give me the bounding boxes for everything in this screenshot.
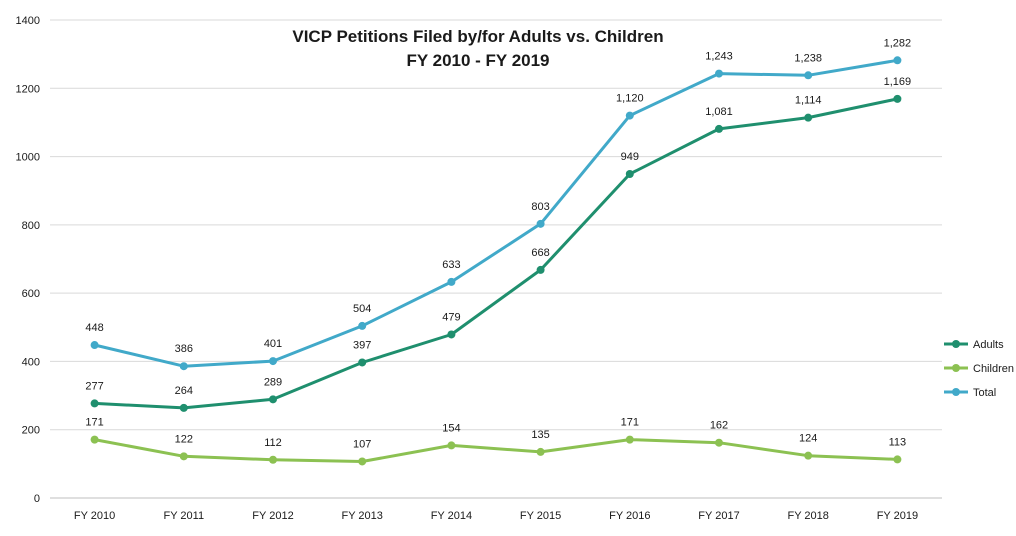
y-axis-ticks: 0 200 400 600 800 1000 1200 1400 [16, 15, 40, 505]
y-tick-label: 1400 [16, 15, 40, 27]
x-tick-label: FY 2018 [788, 510, 829, 522]
y-tick-label: 1000 [16, 152, 40, 164]
data-point-adults [536, 265, 545, 274]
data-point-children [536, 447, 545, 456]
data-point-adults [447, 330, 456, 339]
data-label-children: 162 [710, 420, 728, 432]
series-line-adults [93, 97, 899, 410]
chart-title-line-1: VICP Petitions Filed by/for Adults vs. C… [292, 27, 663, 46]
x-tick-label: FY 2016 [609, 510, 650, 522]
x-tick-label: FY 2011 [164, 510, 205, 522]
data-label-total: 1,120 [616, 93, 644, 105]
data-label-children: 154 [442, 422, 460, 434]
legend-label-total: Total [973, 387, 996, 399]
data-point-adults [625, 169, 634, 178]
data-point-children [893, 455, 902, 464]
data-label-total: 448 [85, 322, 103, 334]
data-point-adults [179, 403, 188, 412]
data-point-total [893, 56, 902, 65]
legend-label-adults: Adults [973, 339, 1004, 351]
data-label-adults: 1,169 [884, 76, 912, 88]
data-point-total [447, 277, 456, 286]
data-label-adults: 289 [264, 376, 282, 388]
legend-marker-children [952, 364, 960, 372]
data-label-total: 386 [175, 343, 193, 355]
data-point-children [269, 455, 277, 464]
x-tick-label: FY 2014 [431, 510, 472, 522]
data-label-adults: 1,114 [795, 95, 822, 107]
x-tick-label: FY 2015 [520, 510, 561, 522]
legend-marker-total [952, 388, 960, 396]
data-label-total: 401 [264, 338, 282, 350]
y-tick-label: 600 [22, 288, 40, 300]
data-labels: 277 264 289 397 479 668 949 1,081 1,114 1,169 171 1… [85, 37, 911, 450]
x-tick-label: FY 2013 [342, 510, 383, 522]
data-label-total: 803 [531, 201, 549, 213]
x-tick-label: FY 2019 [877, 510, 918, 522]
data-point-children [715, 438, 723, 447]
y-tick-label: 400 [22, 356, 40, 368]
x-axis-ticks: FY 2010 FY 2011 FY 2012 FY 2013 FY 2014 FY 20… [74, 510, 918, 522]
data-label-adults: 397 [353, 339, 371, 351]
y-tick-label: 800 [22, 220, 40, 232]
data-label-total: 1,243 [705, 51, 733, 63]
y-tick-label: 1200 [16, 83, 40, 95]
data-point-adults [804, 113, 813, 122]
data-point-adults [715, 124, 723, 133]
series-line-total [93, 58, 899, 368]
legend-label-children: Children [973, 363, 1014, 375]
data-label-children: 124 [799, 433, 817, 445]
data-point-adults [269, 395, 277, 404]
data-label-adults: 668 [531, 247, 549, 259]
data-point-children [625, 435, 634, 444]
chart-title-line-2: FY 2010 - FY 2019 [406, 51, 549, 70]
data-point-total [269, 357, 277, 366]
data-point-total [179, 362, 188, 371]
data-label-adults: 949 [621, 151, 639, 163]
data-point-adults [893, 94, 902, 103]
data-label-total: 1,238 [794, 52, 822, 64]
data-label-children: 113 [889, 436, 907, 448]
data-point-total [536, 219, 545, 228]
series-lines [90, 56, 902, 466]
y-tick-label: 200 [22, 425, 40, 437]
data-label-children: 107 [353, 438, 371, 450]
data-label-children: 122 [175, 433, 193, 445]
data-point-children [358, 457, 367, 466]
data-label-children: 171 [85, 417, 103, 429]
y-tick-label: 0 [34, 493, 40, 505]
x-tick-label: FY 2010 [74, 510, 115, 522]
data-point-children [447, 441, 456, 450]
data-label-children: 171 [621, 417, 639, 429]
legend-marker-adults [952, 340, 960, 348]
data-point-total [90, 341, 99, 350]
data-label-adults: 1,081 [705, 106, 733, 118]
data-point-total [358, 321, 367, 330]
data-point-children [179, 452, 188, 461]
data-point-adults [90, 399, 99, 408]
data-point-total [804, 71, 813, 80]
data-point-children [804, 451, 813, 460]
data-label-total: 1,282 [884, 37, 912, 49]
legend: Adults Children Total [944, 339, 1014, 399]
data-label-adults: 277 [85, 380, 103, 392]
data-label-adults: 479 [442, 311, 460, 323]
data-point-total [625, 111, 634, 120]
chart-title: VICP Petitions Filed by/for Adults vs. C… [292, 27, 663, 70]
x-tick-label: FY 2017 [698, 510, 739, 522]
gridlines [50, 19, 942, 499]
data-label-total: 633 [442, 259, 460, 271]
data-label-adults: 264 [175, 385, 193, 397]
series-line-children [93, 438, 899, 463]
data-point-adults [358, 358, 367, 367]
data-point-children [90, 435, 99, 444]
data-point-total [715, 69, 723, 78]
data-label-children: 135 [531, 429, 549, 441]
x-tick-label: FY 2012 [252, 510, 293, 522]
data-label-children: 112 [264, 437, 282, 449]
data-label-total: 504 [353, 303, 371, 315]
